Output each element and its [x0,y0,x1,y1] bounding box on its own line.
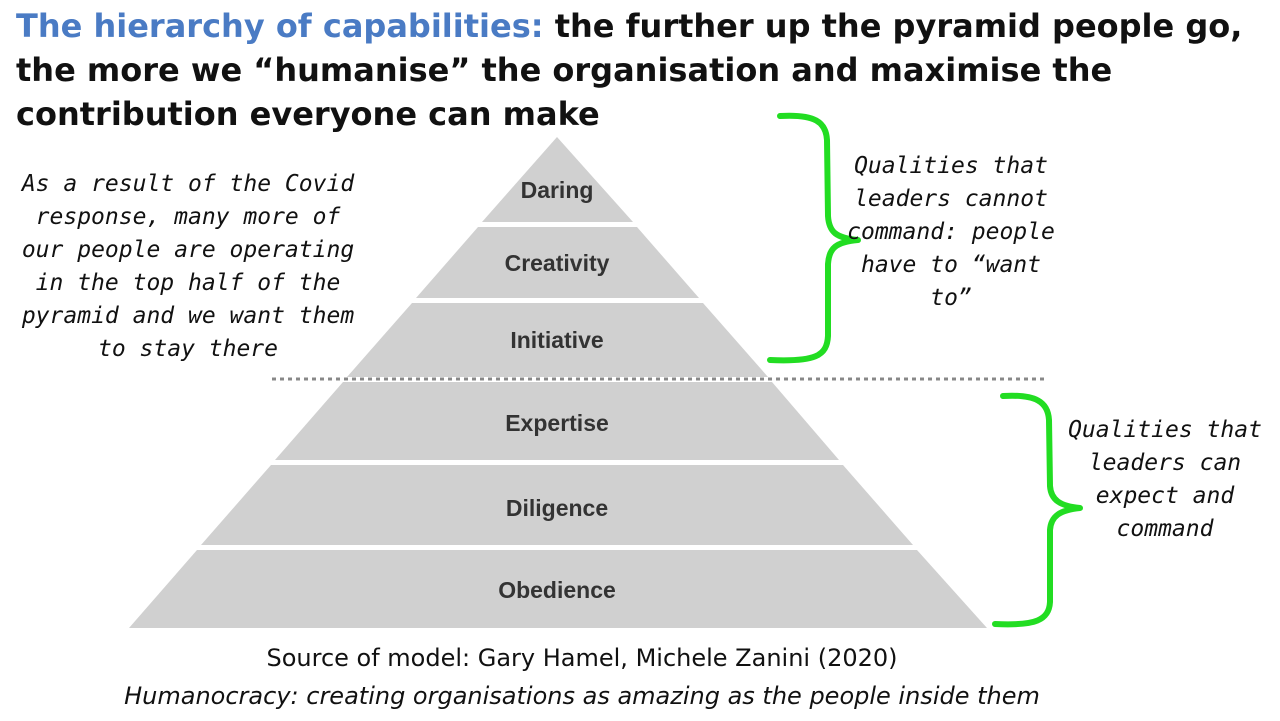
tier-label-obedience: Obedience [498,577,616,603]
tier-label-creativity: Creativity [505,250,610,276]
source-line: Source of model: Gary Hamel, Michele Zan… [266,644,898,672]
tier-label-expertise: Expertise [505,410,609,436]
pyramid-tier-daring [482,137,633,222]
book-title: Humanocracy: creating organisations as a… [124,682,1040,710]
upper-bracket [767,112,861,364]
upper-qualities-note: Qualities that leaders cannot command: p… [847,153,1055,311]
pyramid-tier-expertise [275,382,839,460]
pyramid-tier-diligence [201,465,913,545]
pyramid-tier-creativity [416,227,699,298]
tier-label-initiative: Initiative [510,327,603,353]
tier-label-daring: Daring [521,177,594,203]
tier-label-diligence: Diligence [506,495,608,521]
title-lead: The hierarchy of capabilities: [16,7,544,45]
pyramid-tier-obedience [129,550,987,628]
pyramid-tier-initiative [347,303,768,377]
slide-title: The hierarchy of capabilities: the furth… [16,4,1256,136]
title-rest: the further up the pyramid people go, th… [16,7,1243,133]
covid-note: As a result of the Covid response, many … [21,171,355,362]
lower-bracket [992,392,1083,628]
lower-qualities-note: Qualities that leaders can expect and co… [1068,417,1262,542]
